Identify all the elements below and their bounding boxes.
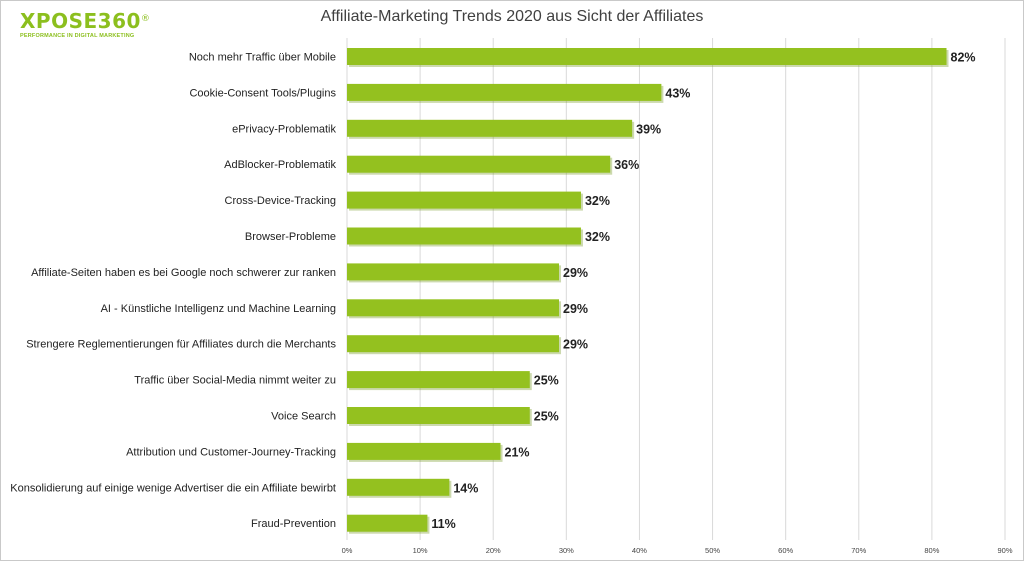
x-tick-label: 0% [342,546,353,555]
value-label: 29% [563,266,588,280]
logo-wordmark: XPOSE360® [20,10,180,32]
x-tick-label: 90% [997,546,1012,555]
value-label: 43% [665,86,690,100]
x-tick-label: 10% [413,546,428,555]
category-label: Konsolidierung auf einige wenige Adverti… [10,482,336,494]
value-label: 36% [614,158,639,172]
category-label: Browser-Probleme [245,231,336,243]
bar [347,442,501,460]
value-label: 11% [431,517,455,531]
category-label: Noch mehr Traffic über Mobile [189,52,336,64]
category-label: Affiliate-Seiten haben es bei Google noc… [31,267,336,279]
x-tick-label: 60% [778,546,793,555]
value-label: 32% [585,230,610,244]
value-label: 29% [563,302,588,316]
x-tick-label: 30% [559,546,574,555]
bar [347,371,530,389]
x-tick-label: 40% [632,546,647,555]
x-tick-label: 80% [924,546,939,555]
category-label: Strengere Reglementierungen für Affiliat… [26,339,336,351]
value-label: 32% [585,194,610,208]
bar [347,119,633,137]
bar [347,335,560,353]
value-label: 25% [534,410,559,424]
logo: XPOSE360® PERFORMANCE IN DIGITAL MARKETI… [20,10,180,50]
x-tick-label: 50% [705,546,720,555]
value-label: 21% [505,445,530,459]
x-tick-label: 70% [851,546,866,555]
value-label: 29% [563,338,588,352]
category-label: Voice Search [271,411,336,423]
bar [347,299,560,317]
category-label: AI - Künstliche Intelligenz und Machine … [101,303,336,315]
bar [347,48,947,65]
category-label: Attribution und Customer-Journey-Trackin… [126,446,336,458]
bar [347,191,581,209]
x-tick-label: 20% [486,546,501,555]
logo-registered-mark: ® [140,14,151,24]
category-label: ePrivacy-Problematik [232,123,336,135]
category-label: AdBlocker-Problematik [224,159,336,171]
category-label: Cross-Device-Tracking [225,195,336,207]
value-label: 82% [951,51,976,65]
logo-name: XPOSE360 [20,9,141,33]
bar [347,227,581,245]
bar [347,514,428,532]
bar [347,478,450,496]
value-label: 25% [534,374,559,388]
category-label: Fraud-Prevention [251,518,336,530]
chart-title: Affiliate-Marketing Trends 2020 aus Sich… [320,8,704,25]
bar [347,407,530,424]
bar [347,155,611,173]
logo-tagline: PERFORMANCE IN DIGITAL MARKETING [20,33,135,39]
bar [347,83,662,101]
category-label: Cookie-Consent Tools/Plugins [189,87,336,99]
value-label: 14% [453,481,478,495]
bar [347,263,560,281]
category-label: Traffic über Social-Media nimmt weiter z… [134,375,336,387]
value-label: 39% [636,122,661,136]
